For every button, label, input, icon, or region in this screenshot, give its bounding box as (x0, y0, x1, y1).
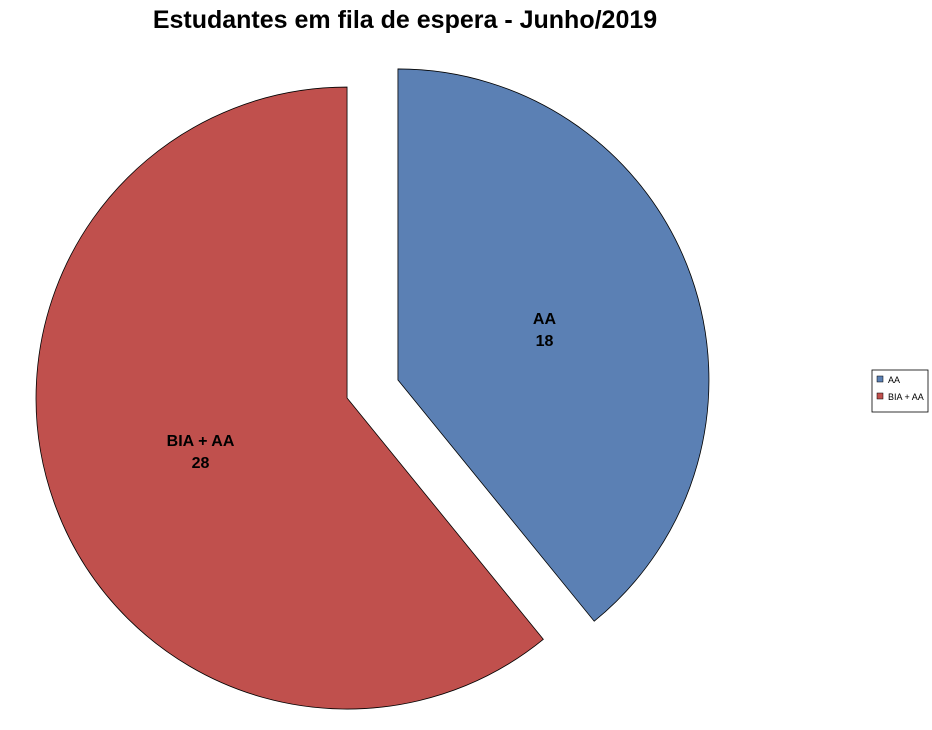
legend-label: BIA + AA (888, 392, 924, 402)
chart-title: Estudantes em fila de espera - Junho/201… (153, 6, 657, 34)
slice-label: AA (533, 311, 557, 328)
slice-value: 18 (536, 333, 554, 350)
pie-slice (35, 86, 544, 710)
slice-label: BIA + AA (167, 433, 235, 450)
legend-label: AA (888, 375, 900, 385)
legend-swatch (876, 375, 884, 383)
slice-value: 28 (192, 455, 210, 472)
legend-swatch (876, 392, 884, 400)
pie-slice (397, 68, 710, 622)
